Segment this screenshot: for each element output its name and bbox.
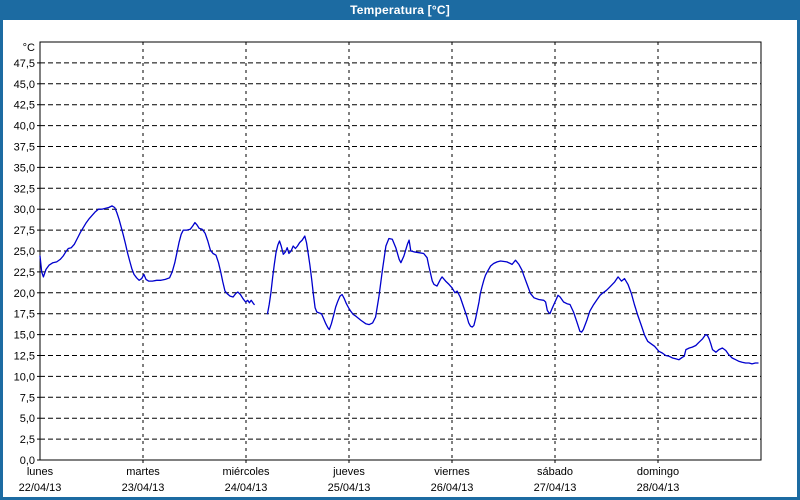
y-tick-label: 17,5 <box>14 309 35 321</box>
x-day-label: viernes <box>434 466 470 478</box>
x-day-label: lunes <box>27 466 54 478</box>
y-tick-label: 15,0 <box>14 330 35 342</box>
x-date-label: 23/04/13 <box>122 482 165 494</box>
y-tick-label: 42,5 <box>14 100 35 112</box>
y-tick-label: 37,5 <box>14 142 35 154</box>
x-date-label: 28/04/13 <box>637 482 680 494</box>
window-title: Temperatura [°C] <box>350 3 450 17</box>
x-date-label: 26/04/13 <box>431 482 474 494</box>
x-day-label: sábado <box>537 466 573 478</box>
x-date-label: 25/04/13 <box>328 482 371 494</box>
x-date-label: 24/04/13 <box>225 482 268 494</box>
y-tick-label: 10,0 <box>14 371 35 383</box>
y-tick-label: 27,5 <box>14 225 35 237</box>
y-tick-label: 32,5 <box>14 183 35 195</box>
y-tick-label: 30,0 <box>14 204 35 216</box>
y-tick-label: 22,5 <box>14 267 35 279</box>
y-tick-label: 0,0 <box>20 455 35 467</box>
y-tick-label: 45,0 <box>14 79 35 91</box>
temperature-chart: 0,0 2,5 5,0 7,5 10,0 12,5 15,0 17,5 20,0 22,5 25,0… <box>14 41 762 494</box>
x-day-label: miércoles <box>222 466 270 478</box>
title-bar[interactable]: Temperatura [°C] <box>3 0 797 20</box>
y-tick-label: 40,0 <box>14 121 35 133</box>
y-tick-label: 12,5 <box>14 351 35 363</box>
y-tick-label: 47,5 <box>14 58 35 70</box>
x-day-label: jueves <box>332 466 365 478</box>
y-tick-label: 5,0 <box>20 413 35 425</box>
chart-area: 0,0 2,5 5,0 7,5 10,0 12,5 15,0 17,5 20,0 22,5 25,0… <box>3 20 797 497</box>
y-tick-label: 35,0 <box>14 162 35 174</box>
y-tick-label: 2,5 <box>20 434 35 446</box>
x-date-label: 27/04/13 <box>534 482 577 494</box>
y-tick-label: 25,0 <box>14 246 35 258</box>
x-date-label: 22/04/13 <box>19 482 62 494</box>
temperature-line <box>266 235 759 365</box>
y-tick-label: 20,0 <box>14 288 35 300</box>
temperature-line <box>39 205 255 306</box>
x-day-label: domingo <box>637 466 679 478</box>
y-tick-label: 7,5 <box>20 392 35 404</box>
y-axis-unit-label: °C <box>23 42 35 54</box>
x-day-label: martes <box>126 466 160 478</box>
